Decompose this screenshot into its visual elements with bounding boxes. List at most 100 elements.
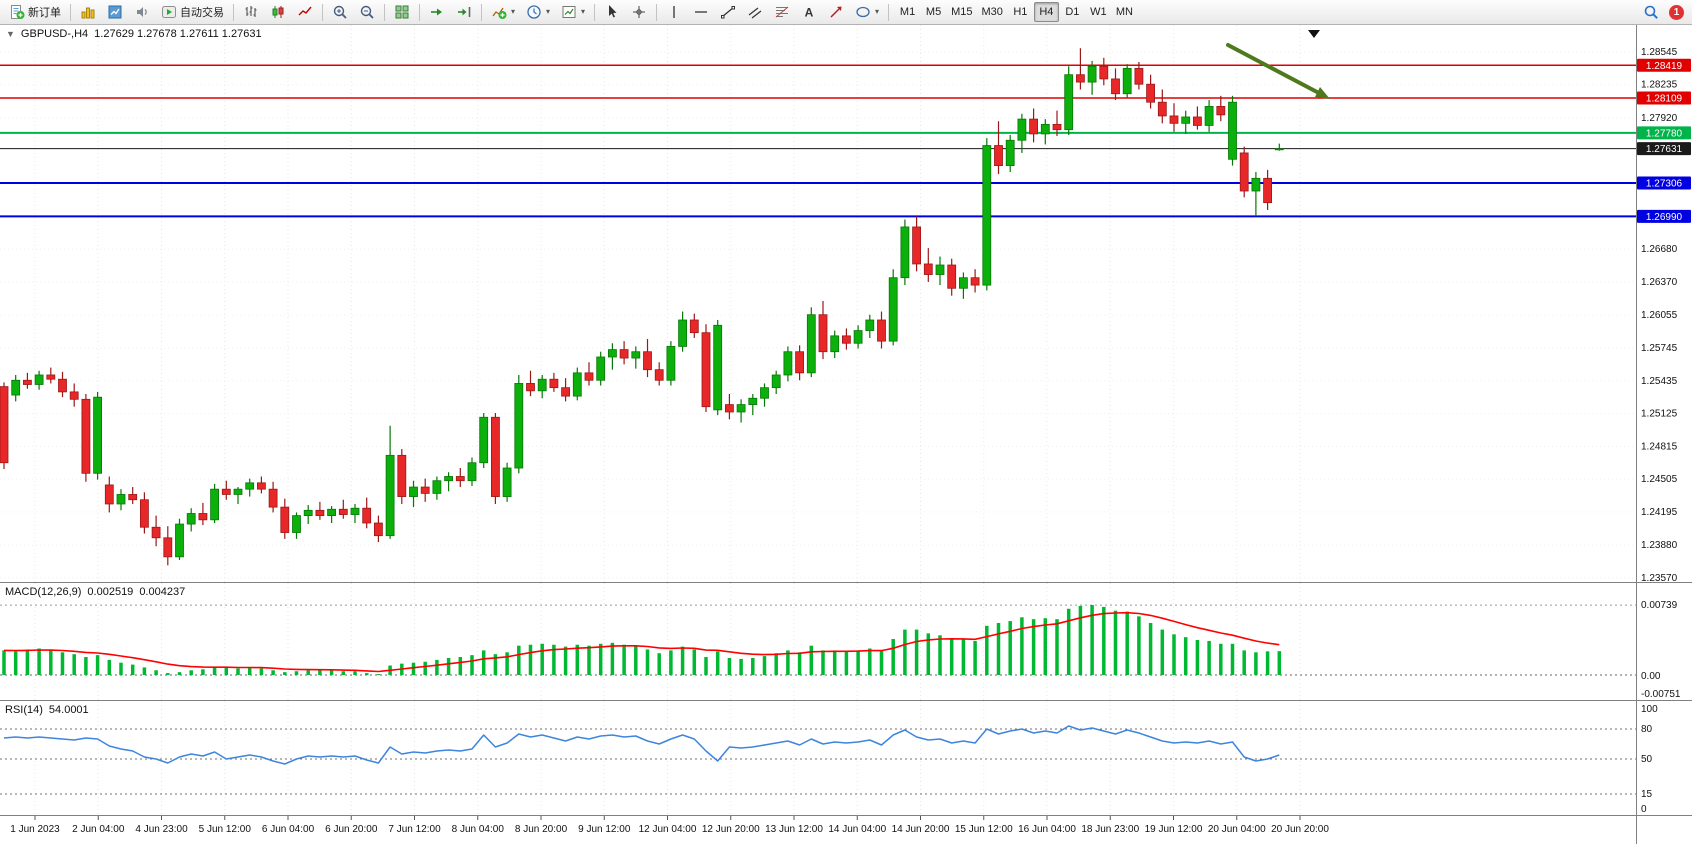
horizontal-line-icon bbox=[695, 11, 708, 13]
charts-button[interactable] bbox=[75, 2, 101, 23]
trendline-icon bbox=[721, 6, 736, 19]
cursor-button[interactable] bbox=[599, 2, 625, 23]
separator bbox=[481, 3, 482, 21]
price-scale[interactable] bbox=[1636, 25, 1692, 815]
timeframe-button-m15[interactable]: M15 bbox=[947, 2, 976, 22]
tile-windows-icon bbox=[395, 5, 409, 19]
timeframe-button-m1[interactable]: M1 bbox=[895, 2, 920, 22]
market-watch-button[interactable] bbox=[102, 2, 128, 23]
sound-button[interactable] bbox=[129, 2, 155, 23]
channel-icon bbox=[748, 7, 762, 19]
vertical-line-button[interactable] bbox=[661, 2, 687, 23]
line-chart-type-icon bbox=[298, 6, 312, 16]
vertical-line-icon bbox=[673, 6, 675, 18]
main-chart-canvas[interactable]: 1.28545 1.28235 1.27920 1.26680 1.26370 1.260… bbox=[0, 25, 1692, 582]
chart-collapse-toggle[interactable]: ▼ bbox=[6, 29, 15, 39]
new-order-icon bbox=[11, 5, 25, 19]
line-chart-type-button[interactable] bbox=[292, 2, 318, 23]
zoom-in-button[interactable] bbox=[327, 2, 353, 23]
svg-text:20 Jun 20:00: 20 Jun 20:00 bbox=[1271, 824, 1329, 835]
time-axis-canvas: 1 Jun 2023 2 Jun 04:00 4 Jun 23:00 5 Jun 12… bbox=[10, 816, 1637, 844]
svg-text:19 Jun 12:00: 19 Jun 12:00 bbox=[1145, 824, 1203, 835]
svg-text:6 Jun 04:00: 6 Jun 04:00 bbox=[262, 824, 315, 835]
macd-canvas[interactable]: 0.00739 0.00 -0.00751 bbox=[0, 583, 1692, 701]
text-tool-button[interactable]: A bbox=[796, 2, 822, 23]
notification-count: 1 bbox=[1673, 6, 1680, 18]
svg-text:1.24815: 1.24815 bbox=[1641, 441, 1678, 452]
timeframe-button-mn[interactable]: MN bbox=[1112, 2, 1137, 22]
indicators-icon bbox=[492, 7, 507, 19]
toolbar: 新订单 自动交易 bbox=[0, 0, 1692, 25]
indicators-button[interactable]: ▾ bbox=[486, 2, 520, 23]
svg-text:1.28235: 1.28235 bbox=[1641, 80, 1678, 91]
separator bbox=[70, 3, 71, 21]
autotrading-icon bbox=[162, 6, 176, 18]
fibonacci-button[interactable] bbox=[769, 2, 795, 23]
macd-panel: 0.00739 0.00 -0.00751 MACD(12,26,9) 0.0025… bbox=[0, 582, 1692, 701]
new-order-button[interactable]: 新订单 bbox=[4, 2, 66, 23]
macd-label: MACD(12,26,9) 0.002519 0.004237 bbox=[5, 586, 185, 598]
timeframe-button-w1[interactable]: W1 bbox=[1086, 2, 1111, 22]
chart-symbol-period: GBPUSD-,H4 bbox=[20, 28, 89, 40]
search-button[interactable] bbox=[1638, 2, 1664, 23]
timeframe-button-m5[interactable]: M5 bbox=[921, 2, 946, 22]
svg-text:12 Jun 04:00: 12 Jun 04:00 bbox=[639, 824, 697, 835]
rsi-value: 54.0001 bbox=[48, 704, 89, 716]
zoom-in-icon bbox=[333, 5, 347, 19]
svg-text:6 Jun 20:00: 6 Jun 20:00 bbox=[325, 824, 378, 835]
channel-button[interactable] bbox=[742, 2, 768, 23]
auto-scroll-button[interactable] bbox=[424, 2, 450, 23]
bar-chart-type-icon bbox=[245, 6, 257, 17]
new-order-label: 新订单 bbox=[28, 7, 61, 19]
timeframe-button-h1[interactable]: H1 bbox=[1008, 2, 1033, 22]
svg-text:1.24505: 1.24505 bbox=[1641, 474, 1678, 485]
fibonacci-icon bbox=[775, 6, 789, 18]
svg-text:1.28545: 1.28545 bbox=[1641, 47, 1678, 58]
bar-chart-type-button[interactable] bbox=[238, 2, 264, 23]
shapes-button[interactable]: ▾ bbox=[850, 2, 884, 23]
zoom-out-icon bbox=[360, 5, 374, 19]
crosshair-icon bbox=[633, 6, 646, 18]
chevron-down-icon: ▾ bbox=[546, 7, 551, 16]
svg-text:80: 80 bbox=[1641, 724, 1653, 735]
svg-text:7 Jun 12:00: 7 Jun 12:00 bbox=[388, 824, 441, 835]
separator bbox=[233, 3, 234, 21]
arrows-tool-icon bbox=[830, 6, 842, 18]
tile-windows-button[interactable] bbox=[389, 2, 415, 23]
sound-icon bbox=[137, 7, 147, 17]
chart-shift-button[interactable] bbox=[451, 2, 477, 23]
crosshair-button[interactable] bbox=[626, 2, 652, 23]
candlestick-type-icon bbox=[272, 6, 284, 18]
autotrading-button[interactable]: 自动交易 bbox=[156, 2, 229, 23]
svg-text:1.27920: 1.27920 bbox=[1641, 113, 1678, 124]
arrows-tool-button[interactable] bbox=[823, 2, 849, 23]
templates-button[interactable]: ▾ bbox=[556, 2, 590, 23]
separator bbox=[594, 3, 596, 21]
periods-button[interactable]: ▾ bbox=[521, 2, 555, 23]
chevron-down-icon: ▾ bbox=[511, 7, 516, 16]
market-watch-icon bbox=[108, 5, 122, 19]
svg-text:1.24195: 1.24195 bbox=[1641, 507, 1678, 518]
trendline-button[interactable] bbox=[715, 2, 741, 23]
horizontal-line-button[interactable] bbox=[688, 2, 714, 23]
notification-badge[interactable]: 1 bbox=[1669, 4, 1684, 20]
svg-text:2 Jun 04:00: 2 Jun 04:00 bbox=[72, 824, 125, 835]
candlestick-type-button[interactable] bbox=[265, 2, 291, 23]
svg-text:5 Jun 12:00: 5 Jun 12:00 bbox=[199, 824, 252, 835]
rsi-canvas[interactable]: 100 80 50 15 0 bbox=[0, 701, 1692, 816]
separator bbox=[322, 3, 323, 21]
zoom-out-button[interactable] bbox=[354, 2, 380, 23]
svg-text:9 Jun 12:00: 9 Jun 12:00 bbox=[578, 824, 631, 835]
timeframe-button-d1[interactable]: D1 bbox=[1060, 2, 1085, 22]
periods-clock-icon bbox=[527, 5, 541, 19]
timeframe-group: M1 M5 M15 M30 H1 H4 D1 W1 MN bbox=[895, 2, 1137, 22]
svg-text:14 Jun 20:00: 14 Jun 20:00 bbox=[892, 824, 950, 835]
rsi-name: RSI(14) bbox=[5, 704, 43, 716]
auto-scroll-icon bbox=[431, 8, 442, 16]
timeframe-button-h4[interactable]: H4 bbox=[1033, 2, 1059, 22]
svg-text:1.25125: 1.25125 bbox=[1641, 409, 1678, 420]
charts-icon bbox=[81, 7, 95, 19]
timeframe-button-m30[interactable]: M30 bbox=[977, 2, 1006, 22]
time-axis[interactable]: 1 Jun 2023 2 Jun 04:00 4 Jun 23:00 5 Jun 12… bbox=[0, 815, 1692, 844]
svg-text:1.26055: 1.26055 bbox=[1641, 310, 1678, 321]
